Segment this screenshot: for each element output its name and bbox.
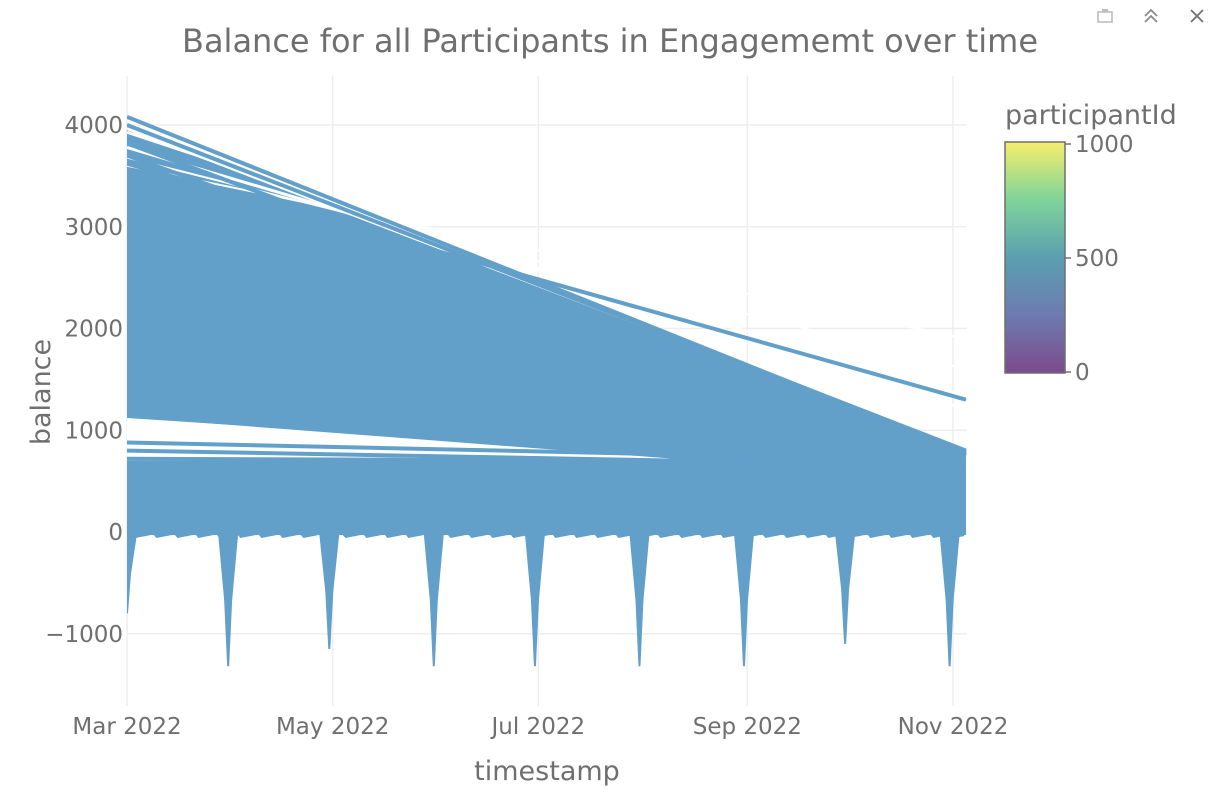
colorbar	[1004, 141, 1066, 374]
x-tick-labels: Mar 2022 May 2022 Jul 2022 Sep 2022 Nov 2022	[72, 714, 1008, 740]
y-tick-label: 1000	[64, 418, 123, 444]
month-end-dip	[733, 534, 754, 667]
x-tick-label: Nov 2022	[898, 714, 1009, 740]
month-end-dip	[835, 534, 856, 644]
y-tick-label: 4000	[64, 113, 123, 139]
baseline-jitter	[127, 531, 965, 539]
close-icon	[1190, 9, 1204, 23]
collapse-button[interactable]	[1139, 4, 1163, 28]
x-axis-title: timestamp	[474, 756, 620, 787]
participant-line	[127, 440, 967, 463]
month-end-dip	[423, 534, 444, 667]
participant-line	[127, 153, 967, 458]
colorbar-tick-label: 500	[1075, 246, 1119, 272]
y-tick-label: 2000	[64, 317, 123, 343]
band-hole	[127, 417, 700, 461]
participant-line	[127, 456, 967, 464]
modebar	[1093, 4, 1209, 28]
colorbar-legend: participantId 1000 500 0	[1004, 100, 1177, 386]
y-tick-label: −1000	[45, 622, 123, 648]
participant-line	[127, 161, 967, 402]
x-tick-label: Sep 2022	[693, 714, 802, 740]
y-tick-labels: 4000 3000 2000 1000 0 −1000	[45, 113, 123, 648]
participant-line	[127, 141, 967, 457]
y-tick-label: 0	[108, 520, 123, 546]
chart-title: Balance for all Participants in Engageme…	[182, 22, 1038, 60]
legend-title: participantId	[1005, 100, 1177, 131]
band-gap	[127, 145, 967, 399]
month-end-dip	[319, 534, 340, 650]
close-button[interactable]	[1185, 4, 1209, 28]
y-tick-label: 3000	[64, 215, 123, 241]
month-end-dip	[218, 534, 239, 667]
data-layer	[127, 115, 967, 667]
x-tick-label: Mar 2022	[72, 714, 181, 740]
colorbar-ticks: 1000 500 0	[1065, 132, 1134, 386]
x-tick-label: Jul 2022	[490, 714, 586, 740]
double-chevron-up-icon	[1144, 8, 1158, 23]
y-axis-title: balance	[26, 339, 57, 445]
colorbar-tick-label: 0	[1075, 360, 1090, 386]
band-gap	[127, 156, 967, 371]
x-tick-label: May 2022	[276, 714, 389, 740]
participant-line	[127, 123, 967, 453]
camera-icon	[1097, 9, 1113, 23]
download-plot-button[interactable]	[1093, 4, 1117, 28]
month-end-dip	[939, 534, 960, 667]
month-end-dip	[524, 534, 545, 667]
colorbar-tick-label: 1000	[1075, 132, 1134, 158]
month-end-dip	[127, 534, 137, 614]
month-end-dip	[629, 534, 650, 667]
participant-line	[127, 448, 967, 468]
